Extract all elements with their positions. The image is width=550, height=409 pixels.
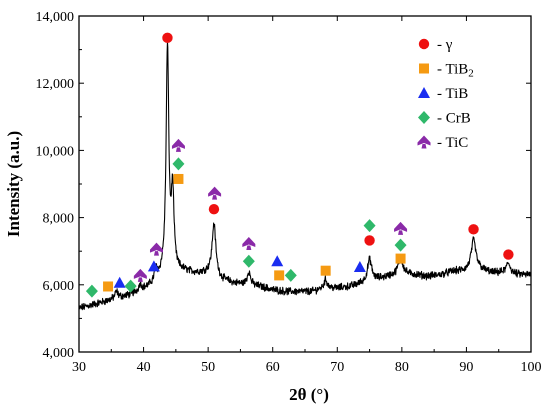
y-axis-title: Intensity (a.u.): [4, 131, 23, 237]
phase-marker-tic: [171, 138, 185, 152]
x-axis-title: 2θ (°): [289, 385, 329, 404]
x-tick-label: 30: [72, 360, 86, 375]
phase-marker-tic: [394, 221, 408, 235]
x-tick-label: 80: [395, 360, 409, 375]
legend-label: - CrB: [437, 111, 471, 127]
phase-marker-crb: [172, 157, 185, 171]
phase-marker-tic: [149, 242, 163, 256]
phase-marker-tib2: [103, 281, 114, 292]
phase-marker-crb: [124, 279, 137, 293]
phase-marker-tib2: [395, 253, 406, 264]
legend: - γ - TiB2 - TiB - CrB - TiC: [417, 37, 474, 151]
x-tick-label: 60: [266, 360, 280, 375]
legend-marker-square: [419, 63, 429, 74]
phase-marker-γ: [364, 235, 375, 246]
x-tick-label: 70: [330, 360, 344, 375]
phase-marker-tib: [147, 260, 160, 272]
legend-marker-circle: [418, 38, 430, 50]
phase-marker-γ: [468, 224, 479, 235]
phase-marker-crb: [242, 254, 255, 268]
phase-marker-tib: [353, 260, 366, 272]
y-tick-label: 14,000: [36, 10, 75, 25]
phase-marker-tib2: [173, 173, 184, 184]
phase-marker-tic: [242, 236, 256, 250]
y-tick-label: 4,000: [43, 346, 75, 361]
legend-label: - TiC: [437, 135, 468, 151]
y-tick-label: 12,000: [36, 77, 75, 92]
legend-marker-spade: [417, 135, 431, 149]
axis-layer: 30 40 50 60 70 80 90 100 4,000 6,000 8,000 10,000 12…: [36, 10, 542, 375]
y-tick-label: 6,000: [43, 279, 75, 294]
x-tick-label: 40: [137, 360, 151, 375]
x-tick-label: 90: [459, 360, 473, 375]
x-tick-label: 50: [201, 360, 215, 375]
legend-marker-triangle: [418, 87, 430, 98]
legend-label: - γ: [437, 37, 453, 53]
phase-marker-γ: [162, 32, 173, 44]
phase-marker-tib2: [274, 270, 285, 281]
phase-marker-tib2: [320, 265, 331, 276]
diffraction-curve-layer: [78, 41, 532, 311]
phase-marker-tic: [133, 268, 147, 282]
y-tick-label: 8,000: [43, 212, 75, 227]
phase-marker-layer: [85, 32, 514, 298]
y-tick-label: 10,000: [36, 144, 75, 159]
legend-label: - TiB2: [437, 62, 474, 80]
legend-label: - TiB: [437, 86, 468, 102]
phase-marker-crb: [85, 284, 98, 298]
phase-marker-γ: [503, 249, 514, 260]
phase-marker-crb: [363, 219, 376, 233]
phase-marker-crb: [284, 268, 297, 282]
x-tick-label: 100: [521, 360, 542, 375]
phase-marker-tic: [208, 186, 222, 200]
phase-marker-tib: [271, 255, 284, 267]
phase-marker-crb: [394, 238, 407, 252]
legend-marker-diamond: [418, 111, 430, 124]
diffraction-curve: [78, 41, 532, 311]
phase-marker-tib: [113, 276, 126, 288]
phase-marker-γ: [208, 204, 220, 215]
